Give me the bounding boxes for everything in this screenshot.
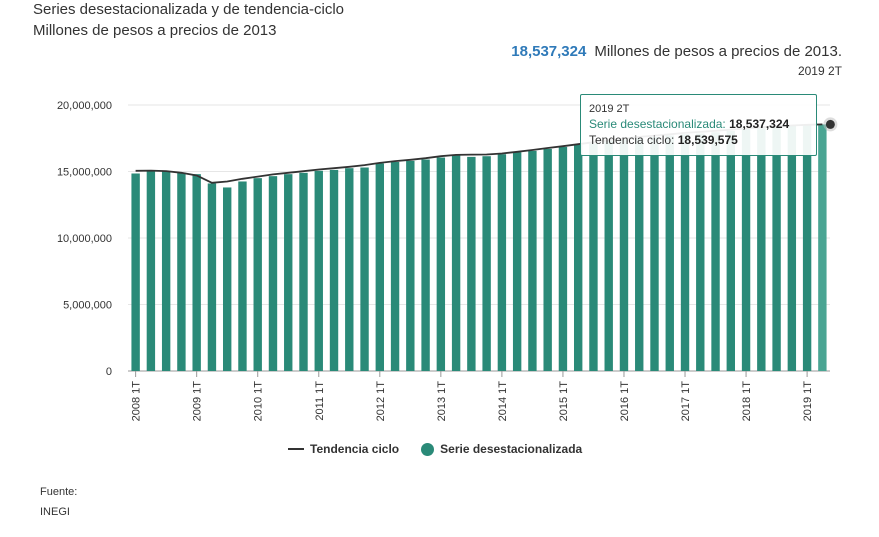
legend-label-tendencia: Tendencia ciclo [310,442,400,456]
bar [543,148,552,371]
y-tick-label: 5,000,000 [63,300,112,312]
bar [757,128,766,371]
bar [680,134,690,371]
headline-unit: Millones de pesos a precios de 2013. [594,43,842,60]
bar [238,181,247,371]
tooltip-period: 2019 2T [589,103,630,115]
bar [131,173,140,371]
bar [711,132,720,371]
legend-item-tendencia[interactable]: Tendencia ciclo [288,442,399,456]
bar [284,174,293,371]
chart-tooltip: 2019 2T Serie desestacionalizada: 18,537… [580,94,817,156]
bar [222,187,232,371]
legend-label-serie: Serie desestacionalizada [440,442,583,456]
bar [512,152,522,371]
bar [314,170,323,371]
y-tick-label: 15,000,000 [57,167,112,179]
bar [772,126,781,371]
x-tick-label: 2011 1T [314,381,326,421]
highlight-marker [825,119,835,129]
x-tick-label: 2016 1T [619,381,631,422]
headline-value: 18,537,324 [511,43,587,60]
tooltip-row-tendencia: Tendencia ciclo: 18,539,575 [589,133,738,147]
legend-item-serie[interactable]: Serie desestacionalizada [421,442,582,456]
bar [299,172,308,371]
tooltip-tendencia-value: 18,539,575 [677,133,738,147]
legend-line-swatch [288,448,304,450]
bar [787,125,797,372]
bar [665,135,674,371]
tooltip-serie-value: 18,537,324 [729,117,790,131]
y-tick-label: 10,000,000 [57,233,112,245]
bar [360,167,369,371]
bar [375,163,385,371]
bar [146,171,156,371]
x-tick-label: 2013 1T [436,381,448,422]
bar [192,174,201,371]
y-tick-label: 20,000,000 [57,100,112,112]
legend-dot-swatch [421,442,435,456]
source-value: INEGI [40,506,70,518]
chart-legend: Tendencia ciclo Serie desestacionalizada [288,442,604,456]
bar [421,159,430,371]
tooltip-serie-label: Serie desestacionalizada: [589,117,726,131]
bar [558,146,568,371]
bar [741,128,751,371]
bar [161,171,171,371]
bar [345,168,354,371]
bar [528,150,537,371]
headline-period: 2019 2T [797,64,842,78]
y-tick-label: 0 [106,366,112,378]
headline: 18,537,324 Millones de pesos a precios de… [511,42,842,62]
bar [589,143,598,371]
bar [818,124,827,372]
bar [329,169,339,371]
bar [268,176,278,371]
x-tick-label: 2009 1T [192,381,204,422]
bar [451,155,461,371]
x-tick-label: 2010 1T [253,381,265,422]
x-tick-label: 2012 1T [375,381,387,422]
x-tick-label: 2019 1T [802,381,814,422]
x-tick-label: 2014 1T [497,381,509,422]
bar [436,157,446,371]
bar [207,183,217,371]
bar [406,160,415,371]
bar [467,156,476,371]
x-tick-label: 2015 1T [558,381,570,422]
bar [482,156,491,371]
tooltip-tendencia-label: Tendencia ciclo: [589,133,675,147]
bar [802,124,812,371]
bar [390,161,400,371]
x-tick-label: 2008 1T [131,381,143,422]
source-label: Fuente: [40,486,78,498]
bar [604,140,613,371]
bar [696,133,705,371]
x-tick-label: 2017 1T [680,381,692,422]
bar [619,139,629,371]
tooltip-row-serie: Serie desestacionalizada: 18,537,324 [589,117,789,131]
bar [253,178,262,371]
bar [177,172,186,371]
bar [635,138,644,371]
bar [650,136,659,371]
bar [573,144,583,371]
x-tick-label: 2018 1T [741,381,753,422]
bar [497,154,507,371]
chart-title: Series desestacionalizada y de tendencia… [33,1,345,18]
chart-subtitle: Millones de pesos a precios de 2013 [33,22,277,39]
bar [726,130,736,371]
